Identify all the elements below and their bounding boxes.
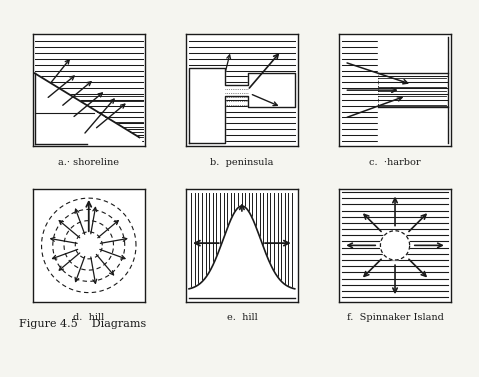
Text: b.  peninsula: b. peninsula (210, 158, 274, 167)
Text: c.  ·harbor: c. ·harbor (369, 158, 421, 167)
Polygon shape (380, 231, 410, 260)
Text: a.· shoreline: a.· shoreline (58, 158, 119, 167)
Polygon shape (378, 107, 448, 143)
Text: e.  hill: e. hill (227, 313, 257, 322)
Polygon shape (189, 67, 295, 143)
Text: f.  Spinnaker Island: f. Spinnaker Island (347, 313, 444, 322)
Polygon shape (189, 206, 295, 302)
Polygon shape (378, 37, 448, 73)
Polygon shape (35, 73, 143, 144)
Text: d.  hill: d. hill (73, 313, 104, 322)
Text: Figure 4.5    Diagrams: Figure 4.5 Diagrams (19, 319, 147, 329)
